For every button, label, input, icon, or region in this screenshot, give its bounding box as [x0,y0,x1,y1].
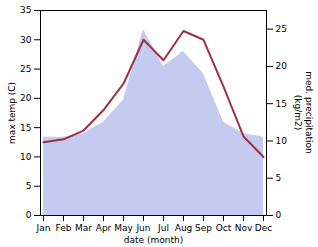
svg-text:Aug: Aug [175,223,193,233]
svg-text:25: 25 [20,64,31,74]
svg-text:Jun: Jun [135,223,150,233]
svg-text:med. precipitation(kg/m2): med. precipitation(kg/m2) [293,71,314,153]
svg-text:Oct: Oct [216,223,232,233]
svg-text:0: 0 [276,210,282,220]
svg-text:Apr: Apr [96,223,112,233]
svg-text:25: 25 [276,24,287,34]
svg-text:Sep: Sep [195,223,212,233]
svg-text:5: 5 [276,173,282,183]
svg-text:5: 5 [26,181,32,191]
svg-text:15: 15 [276,99,287,109]
svg-text:10: 10 [20,152,32,162]
svg-text:0: 0 [26,210,32,220]
svg-text:35: 35 [20,5,31,15]
svg-text:20: 20 [20,93,32,103]
svg-text:date (month): date (month) [124,235,183,245]
svg-text:15: 15 [20,123,31,133]
svg-text:Dec: Dec [255,223,272,233]
svg-text:Mar: Mar [75,223,92,233]
svg-text:30: 30 [20,35,32,45]
svg-text:10: 10 [276,136,288,146]
svg-text:May: May [114,223,133,233]
svg-text:Jan: Jan [36,223,51,233]
svg-text:max temp (C): max temp (C) [7,82,17,144]
svg-text:Feb: Feb [56,223,72,233]
svg-text:Jul: Jul [157,223,169,233]
svg-text:Nov: Nov [235,223,253,233]
svg-text:20: 20 [276,61,288,71]
